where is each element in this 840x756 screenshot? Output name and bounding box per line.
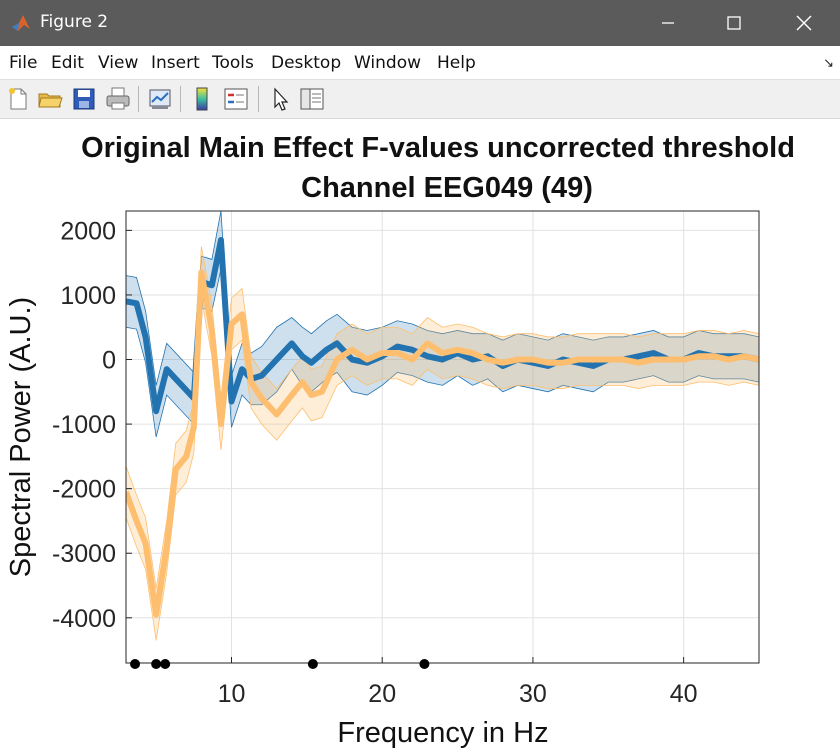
menu-help[interactable]: Help: [437, 53, 476, 73]
print-icon[interactable]: [104, 85, 132, 113]
x-tick-label: 30: [519, 680, 547, 708]
x-tick-label: 40: [670, 680, 698, 708]
x-tick-label: 10: [218, 680, 246, 708]
series-1-line: [126, 237, 759, 415]
x-tick-label: 20: [368, 680, 396, 708]
menu-tools[interactable]: Tools: [212, 53, 254, 73]
property-inspector-icon[interactable]: [298, 85, 326, 113]
x-tick-labels: 10 20 30 40: [218, 657, 698, 708]
series-2-line: [126, 269, 759, 618]
significance-marker: [130, 659, 141, 669]
menu-desktop[interactable]: Desktop: [271, 53, 342, 73]
y-tick-label: 0: [102, 347, 116, 375]
close-button[interactable]: [772, 0, 836, 46]
maximize-icon: [727, 16, 741, 30]
edit-plot-arrow-icon[interactable]: [266, 85, 294, 113]
y-tick-label: -1000: [52, 411, 116, 439]
y-axis-label: Spectral Power (A.U.): [5, 297, 37, 577]
toolbar-separator: [138, 86, 139, 112]
y-tick-label: 2000: [60, 217, 116, 245]
new-figure-icon[interactable]: [4, 85, 32, 113]
window-title-bar: Figure 2: [0, 0, 840, 46]
plot-box: [125, 210, 760, 664]
link-plot-icon[interactable]: [146, 85, 174, 113]
menu-bar: File Edit View Insert Tools Desktop Wind…: [0, 46, 840, 80]
series-1-band: [126, 211, 759, 438]
y-tick-label: 1000: [60, 282, 116, 310]
menu-edit[interactable]: Edit: [51, 53, 84, 73]
chart-title-line-1: Original Main Effect F-values uncorrecte…: [81, 132, 795, 164]
significance-marker: [151, 659, 162, 669]
series-2-band: [126, 246, 759, 641]
minimize-icon: [662, 22, 674, 24]
matlab-logo-icon: [12, 15, 30, 31]
significance-marker: [160, 659, 171, 669]
y-tick-label: -3000: [52, 540, 116, 568]
confidence-bands: [126, 211, 759, 641]
maximize-button[interactable]: [702, 0, 766, 46]
series-lines: [126, 237, 759, 618]
menu-window[interactable]: Window: [354, 53, 422, 73]
toolbar-separator: [258, 86, 259, 112]
figure-area: Original Main Effect F-values uncorrecte…: [0, 119, 840, 751]
significance-marker: [419, 659, 430, 669]
significance-marker: [307, 659, 318, 669]
minimize-button[interactable]: [636, 0, 700, 46]
y-tick-label: -2000: [52, 476, 116, 504]
y-tick-labels: 2000 1000 0 -1000 -2000 -3000 -4000: [52, 217, 132, 633]
insert-legend-icon[interactable]: [222, 85, 250, 113]
menu-view[interactable]: View: [98, 53, 139, 73]
open-file-icon[interactable]: [36, 85, 64, 113]
menu-insert[interactable]: Insert: [151, 53, 200, 73]
close-icon: [796, 15, 812, 31]
significance-markers: [130, 659, 430, 669]
figure-toolbar: [0, 80, 840, 119]
insert-colorbar-icon[interactable]: [188, 85, 216, 113]
menu-file[interactable]: File: [9, 53, 38, 73]
chart-title-line-2: Channel EEG049 (49): [301, 172, 593, 204]
y-tick-label: -4000: [52, 605, 116, 633]
toolbar-separator: [180, 86, 181, 112]
dock-arrow-icon[interactable]: ↘: [823, 55, 834, 70]
save-icon[interactable]: [70, 85, 98, 113]
x-axis-label: Frequency in Hz: [337, 717, 548, 749]
chart[interactable]: Original Main Effect F-values uncorrecte…: [0, 119, 840, 751]
window-title: Figure 2: [40, 12, 109, 32]
